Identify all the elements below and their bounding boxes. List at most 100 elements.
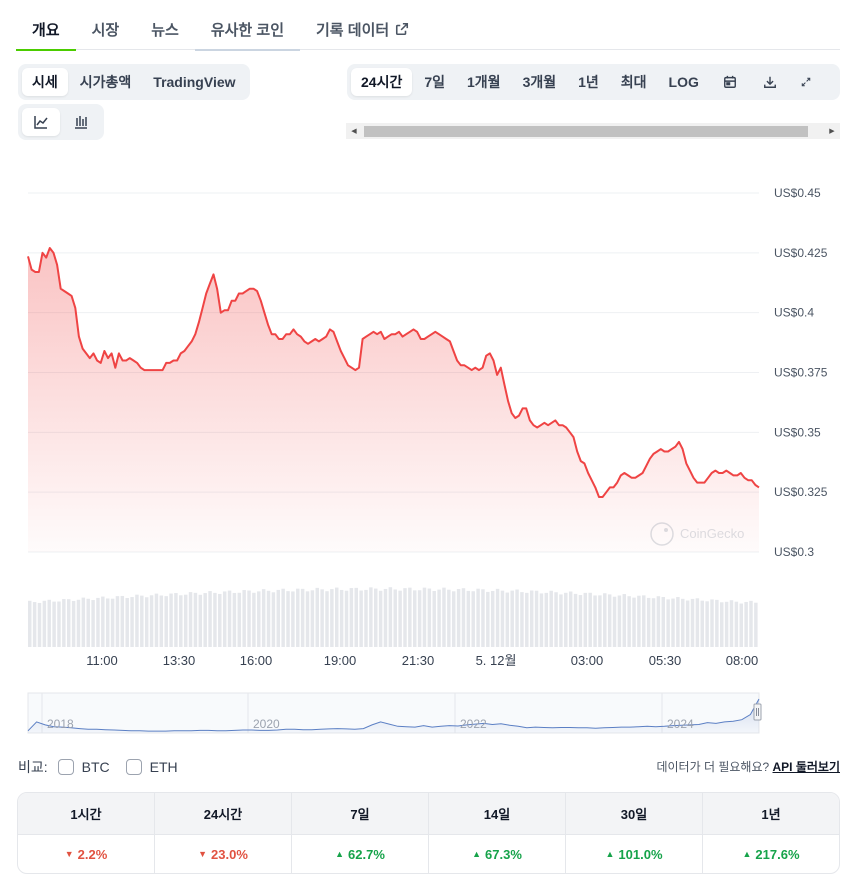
volume-bar [515, 589, 519, 647]
expand-button[interactable] [791, 68, 821, 96]
toggle-market-cap[interactable]: 시가총액 [79, 74, 132, 90]
perf-column: 7일 ▲ 62.7% [291, 793, 428, 873]
volume-bar [583, 592, 588, 647]
x-tick-label: 5. 12월 [476, 653, 517, 668]
volume-bar [588, 592, 592, 647]
line-chart-button[interactable] [22, 108, 60, 136]
scroll-right-arrow[interactable]: ▶ [829, 128, 835, 135]
range-24h[interactable]: 24시간 [351, 68, 413, 96]
volume-bar [529, 590, 534, 647]
tab-historical-data[interactable]: 기록 데이터 [300, 8, 425, 50]
volume-bar [364, 589, 368, 647]
navigator-tick-label: 2018 [47, 717, 74, 731]
volume-bar [505, 592, 510, 647]
volume-bar [642, 595, 646, 647]
navigator[interactable]: 2018 2020 2022 2024 [27, 692, 762, 734]
volume-bar [227, 590, 232, 647]
volume-bar [66, 599, 71, 647]
volume-bar [627, 596, 631, 647]
volume-bar [676, 597, 680, 647]
range-1y[interactable]: 1년 [578, 74, 599, 90]
tab-label: 유사한 코인 [210, 21, 284, 39]
volume-bar [525, 592, 529, 647]
tab-markets[interactable]: 시장 [76, 8, 136, 50]
navigator-line [27, 698, 760, 732]
range-1m[interactable]: 1개월 [467, 74, 501, 90]
navigator-tick-label: 2020 [253, 717, 280, 731]
volume-bar [622, 594, 627, 647]
volume-bar [729, 600, 734, 647]
download-button[interactable] [751, 68, 789, 96]
tab-news[interactable]: 뉴스 [135, 8, 195, 50]
volume-bar [374, 588, 378, 647]
volume-bar [125, 597, 129, 647]
calendar-icon [723, 75, 736, 88]
volume-bar [651, 598, 656, 647]
perf-column: 1시간 ▼ 2.2% [18, 793, 154, 873]
y-axis: US$0.45 US$0.425 US$0.4 US$0.375 US$0.35 US$0… [774, 186, 828, 559]
range-7d[interactable]: 7일 [424, 74, 446, 90]
volume-bar [710, 599, 714, 647]
volume-bar [447, 589, 451, 647]
volume-bar [734, 601, 739, 647]
calendar-button[interactable] [711, 68, 749, 96]
x-tick-label: 11:00 [86, 653, 118, 668]
download-icon [763, 76, 776, 88]
scroll-thumb[interactable] [364, 126, 808, 137]
tab-similar-coins[interactable]: 유사한 코인 [194, 8, 301, 51]
candlestick-chart-button[interactable] [62, 108, 100, 136]
volume-bar [656, 596, 661, 647]
volume-bar [315, 587, 319, 647]
volume-bar [466, 590, 471, 647]
price-chart[interactable]: US$0.45 US$0.425 US$0.4 US$0.375 US$0.35 US$0… [0, 150, 866, 740]
volume-bar [442, 587, 446, 647]
perf-change: ▼ 23.0% [155, 834, 291, 873]
volume-bar [417, 590, 422, 647]
volume-bar [685, 600, 690, 647]
volume-bar [471, 591, 475, 647]
log-scale-toggle[interactable]: LOG [668, 74, 699, 90]
compare-label: 비교: [18, 759, 48, 775]
range-scrollbar[interactable]: ◀ ▶ [346, 123, 840, 139]
volume-bar [754, 602, 758, 647]
range-max[interactable]: 최대 [620, 74, 647, 90]
volume-bar [612, 596, 617, 647]
volume-bar [257, 591, 261, 647]
volume-bar [383, 588, 388, 647]
toggle-price[interactable]: 시세 [22, 68, 68, 96]
volume-bar [188, 592, 193, 647]
volume-bar [564, 592, 568, 647]
volume-bar [62, 599, 66, 647]
volume-bar [724, 601, 729, 647]
volume-bar [539, 593, 544, 647]
compare-eth-label[interactable]: ETH [149, 759, 178, 775]
scroll-left-arrow[interactable]: ◀ [351, 128, 357, 135]
tab-label: 뉴스 [151, 21, 179, 39]
volume-bar [149, 595, 154, 647]
volume-bar [544, 592, 549, 647]
perf-period: 1년 [703, 793, 839, 834]
perf-arrow-icon: ▲ [335, 849, 345, 859]
perf-column: 14일 ▲ 67.3% [428, 793, 565, 873]
volume-bar [549, 590, 553, 647]
compare-btc-label[interactable]: BTC [81, 759, 110, 775]
volume-bar [110, 598, 115, 647]
toggle-tradingview[interactable]: TradingView [153, 74, 236, 90]
volume-bar [617, 595, 622, 647]
perf-change-value: 67.3% [485, 846, 522, 862]
volume-bar [247, 590, 251, 647]
perf-column: 30일 ▲ 101.0% [565, 793, 702, 873]
y-tick-label: US$0.375 [774, 366, 828, 380]
volume-bar [237, 592, 242, 647]
volume-bar [412, 590, 417, 647]
perf-arrow-icon: ▼ [198, 849, 208, 859]
volume-bar [203, 593, 207, 647]
compare-eth-checkbox[interactable] [125, 759, 142, 775]
range-3m[interactable]: 3개월 [522, 74, 557, 90]
tab-overview[interactable]: 개요 [16, 8, 76, 51]
navigator-handle[interactable] [753, 703, 762, 721]
api-link[interactable]: API 둘러보기 [772, 760, 841, 774]
price-area [28, 248, 759, 552]
compare-btc-checkbox[interactable] [57, 759, 74, 775]
volume-bar [115, 596, 120, 647]
